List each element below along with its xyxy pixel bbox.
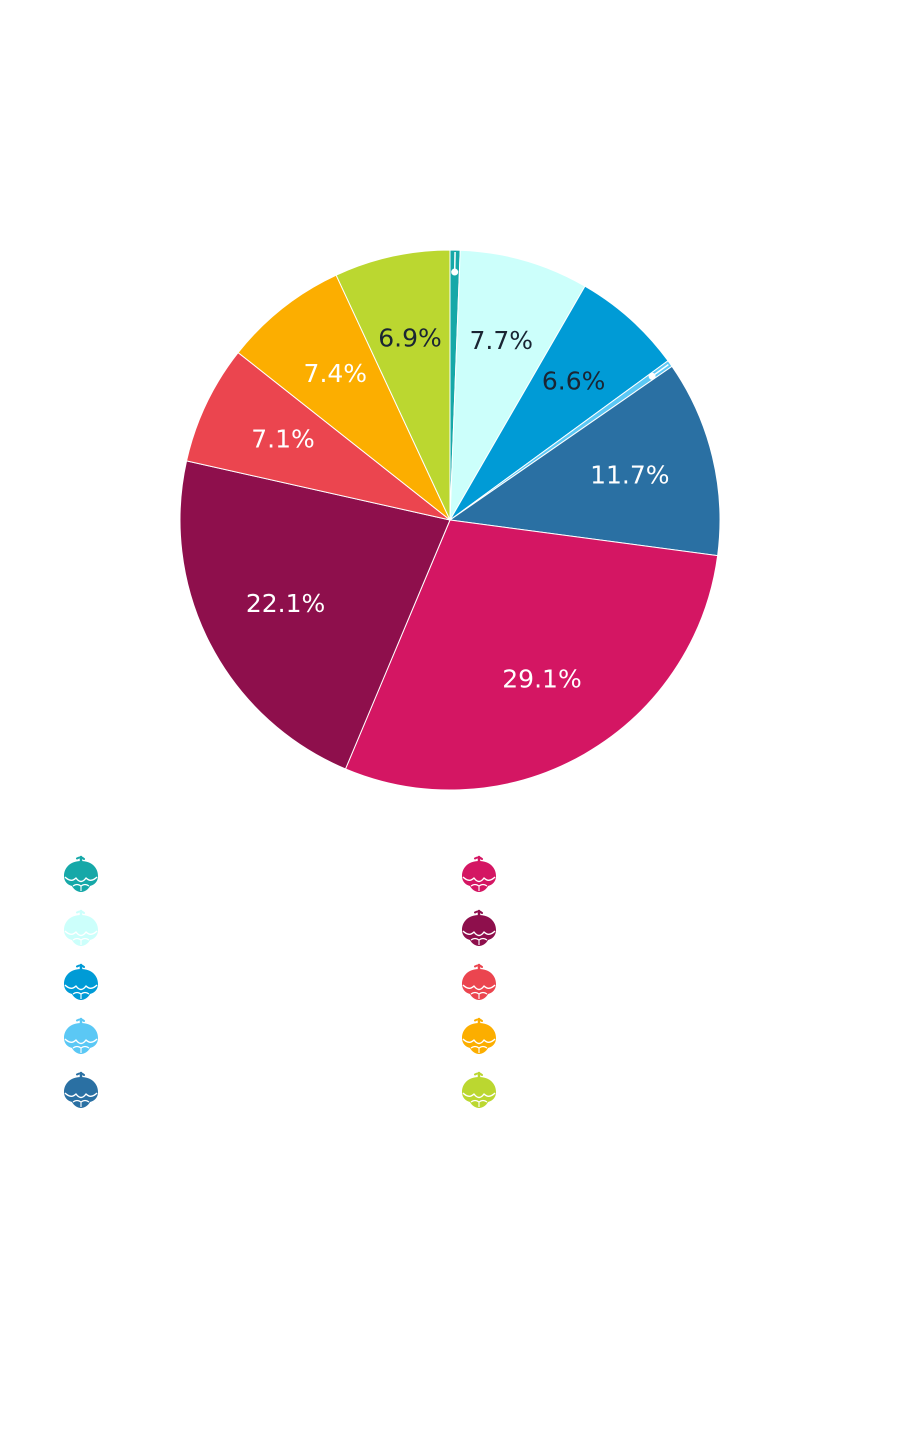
hop-cone-icon <box>62 963 102 1001</box>
hop-cone-icon <box>62 855 102 893</box>
legend-item-2 <box>62 909 102 949</box>
pie-slices <box>179 249 721 791</box>
hop-cone-icon <box>62 1071 102 1109</box>
hop-cone-icon <box>460 1071 500 1109</box>
leader-dot-1 <box>451 268 459 276</box>
hop-cone-icon <box>460 909 500 947</box>
hop-cone-icon <box>62 909 102 947</box>
hop-cone-icon <box>62 1017 102 1055</box>
legend-item-6 <box>460 855 500 895</box>
hop-cone-icon <box>460 855 500 893</box>
slice-label-7: 22.1% <box>246 589 325 618</box>
pie-slice-2[interactable] <box>449 249 586 521</box>
slice-label-3: 6.6% <box>542 366 606 395</box>
pie-slice-6[interactable] <box>344 519 719 791</box>
pie-slice-10[interactable] <box>335 249 451 521</box>
legend-item-1 <box>62 855 102 895</box>
legend-item-10 <box>460 1071 500 1111</box>
pie-chart: 7.7% 6.6% 11.7% 29.1% 22.1% 7.1% 7.4% 6.9% <box>179 249 721 791</box>
pie-slice-5[interactable] <box>448 365 721 557</box>
leader-dot-4 <box>648 372 656 380</box>
legend-item-3 <box>62 963 102 1003</box>
slice-label-10: 6.9% <box>378 323 442 352</box>
leader-lines <box>451 252 669 380</box>
slice-label-2: 7.7% <box>469 326 533 355</box>
slice-label-9: 7.4% <box>304 359 368 388</box>
hop-cone-icon <box>460 1017 500 1055</box>
pie-slice-7[interactable] <box>179 460 451 770</box>
pie-slice-3[interactable] <box>449 285 669 521</box>
legend-item-4 <box>62 1017 102 1057</box>
slice-label-6: 29.1% <box>502 665 581 694</box>
slice-label-5: 11.7% <box>590 461 669 490</box>
pie-slice-8[interactable] <box>185 351 451 521</box>
slice-label-8: 7.1% <box>251 424 315 453</box>
slice-labels: 7.7% 6.6% 11.7% 29.1% 22.1% 7.1% 7.4% 6.9% <box>246 323 670 693</box>
legend-item-5 <box>62 1071 102 1111</box>
pie-slice-9[interactable] <box>237 274 451 521</box>
legend-item-7 <box>460 909 500 949</box>
hop-cone-icon <box>460 963 500 1001</box>
legend-item-9 <box>460 1017 500 1057</box>
legend <box>0 845 900 1125</box>
legend-item-8 <box>460 963 500 1003</box>
